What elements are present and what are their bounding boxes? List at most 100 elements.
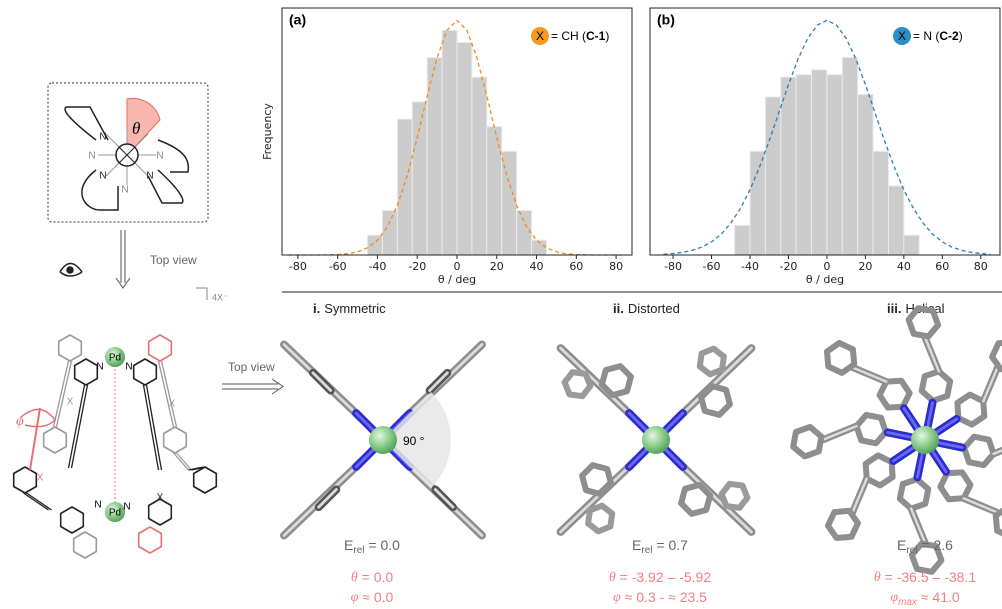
ring: [585, 502, 616, 535]
ring: [937, 469, 974, 503]
bar: [795, 74, 813, 256]
theta-range: θ = -3.92 – -5.92: [609, 569, 711, 586]
bar: [841, 56, 859, 256]
n-label: N: [99, 132, 106, 143]
x-tick-label: 80: [609, 260, 623, 273]
ring: [954, 391, 988, 428]
ring: [992, 507, 1002, 537]
energy: Erel = 0.0: [344, 537, 400, 556]
bond-highlight: [916, 450, 925, 479]
bar: [367, 234, 383, 256]
captions: i. Symmetric ii. Distorted iii. Helical: [313, 301, 945, 316]
n-label: N: [123, 502, 130, 513]
alkyne: [70, 384, 89, 469]
ring: [876, 377, 913, 411]
phi-label: φ: [16, 414, 24, 429]
ring: [824, 340, 858, 376]
phi-range: φ ≈ 0.0: [351, 589, 394, 606]
ring: [192, 466, 218, 494]
ring: [862, 452, 896, 489]
ring: [790, 423, 825, 460]
energy-value: = 2.6: [918, 537, 954, 553]
bond-highlight: [933, 417, 959, 435]
pd-atom: [911, 426, 939, 454]
x-tick-label: 60: [569, 260, 583, 273]
x-tick-label: -80: [664, 260, 682, 273]
energy-symbol: E: [897, 537, 906, 553]
n-label: N: [156, 151, 163, 162]
marker-label: X: [898, 29, 906, 43]
theta-range: θ = -36.5 – -38.1: [874, 569, 976, 586]
bond-highlight: [559, 346, 637, 421]
bond-highlight: [675, 459, 753, 534]
bar: [903, 234, 920, 256]
pd-atom: [642, 426, 670, 454]
n-label: N: [146, 171, 153, 182]
x-tick-label: 0: [823, 260, 830, 273]
compound: C-1: [586, 29, 606, 43]
plot-frame: [649, 7, 1001, 256]
bond-highlight: [851, 366, 888, 383]
phi-value: ≈ 41.0: [917, 589, 960, 605]
theta-wedge: [126, 97, 161, 157]
bond-highlight: [311, 371, 333, 392]
angle-wedge: [383, 392, 451, 488]
alkyne: [157, 360, 175, 428]
energy-value: = 0.7: [653, 537, 689, 553]
ring: [908, 540, 945, 575]
bond-highlight: [354, 411, 376, 433]
bond-highlight: [354, 447, 376, 469]
ring: [918, 368, 954, 404]
bond-highlight: [428, 371, 449, 392]
energy-symbol: E: [632, 537, 641, 553]
annotation: = N (C-2): [913, 29, 963, 43]
bar: [381, 210, 398, 256]
ring: [73, 358, 99, 386]
x-tick-label: -20: [779, 260, 797, 273]
x-tick-label: -40: [368, 260, 386, 273]
counterion: 4X⁻: [212, 292, 228, 302]
bond-highlight: [559, 459, 637, 534]
phi-symbol: φ: [351, 590, 359, 605]
ring: [678, 481, 714, 517]
top-view-label: Top view: [228, 360, 275, 374]
y-axis-label: Frequency: [261, 103, 274, 160]
pd-atom: [369, 426, 397, 454]
bond-highlight: [925, 401, 934, 430]
bond-highlight: [821, 424, 858, 441]
bond-highlight: [891, 445, 917, 463]
marker-label: X: [536, 29, 544, 43]
x-tick-label: 40: [530, 260, 544, 273]
ring: [12, 466, 38, 494]
n-labels: N N N N N N: [88, 132, 163, 196]
n-label: N: [94, 500, 101, 511]
bar: [734, 224, 751, 256]
bond-highlight: [627, 447, 649, 469]
x-tick-label: 80: [974, 260, 988, 273]
n-label: N: [99, 171, 106, 182]
alkyne: [145, 384, 163, 471]
compound: C-2: [939, 29, 959, 43]
bar: [456, 42, 473, 256]
x-tick-label: -80: [289, 260, 307, 273]
annotation-text: = N (: [913, 29, 939, 43]
ring: [853, 411, 889, 447]
x-tick-label: 20: [490, 260, 504, 273]
bar: [887, 185, 905, 256]
x-label: X: [37, 473, 44, 484]
bond-highlight: [675, 346, 753, 421]
phi-value: ≈ 0.0: [358, 589, 393, 605]
bar: [396, 118, 413, 256]
x-label: X: [67, 397, 74, 408]
scheme-box: [47, 82, 209, 223]
ring: [57, 334, 83, 362]
marker: [893, 27, 911, 45]
bar: [764, 96, 782, 256]
marker: [531, 27, 549, 45]
bar: [872, 150, 889, 256]
bond-highlight: [663, 411, 685, 433]
alkyne: [160, 360, 178, 428]
theta-range: θ = 0.0: [351, 569, 394, 586]
bond-highlight: [886, 431, 915, 440]
pink-chain: [29, 407, 41, 471]
